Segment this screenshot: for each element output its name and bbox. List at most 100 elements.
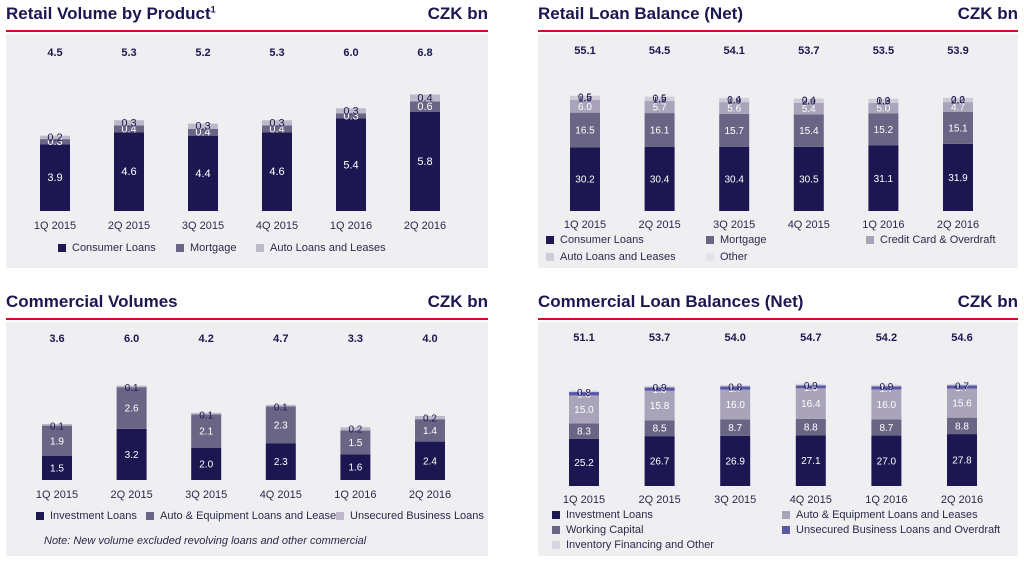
bar-segment <box>42 425 72 456</box>
bar-segment <box>871 384 902 387</box>
legend-swatch <box>552 526 560 534</box>
bar-segment <box>191 412 222 415</box>
bar-segment <box>644 146 675 211</box>
data-label: 1.4 <box>423 426 437 437</box>
category-label: 1Q 2015 <box>564 219 606 231</box>
legend-label: Auto Loans and Leases <box>270 242 386 254</box>
legend-item-auto-equipment: Auto & Equipment Loans and Leases <box>782 509 978 521</box>
data-label: 3.2 <box>125 450 139 461</box>
data-label: 0.4 <box>269 123 284 135</box>
data-label: 15.4 <box>799 126 819 137</box>
data-label: 0.4 <box>195 127 210 139</box>
legend-item-mortgage: Mortgage <box>706 234 766 246</box>
legend-swatch <box>546 253 554 261</box>
data-label: 2.3 <box>274 420 288 431</box>
data-label: 0.3 <box>343 105 358 117</box>
data-label: 8.8 <box>804 423 818 434</box>
bar-segment <box>720 435 751 486</box>
legend-item-auto-equipment: Auto & Equipment Loans and Leases <box>146 510 342 522</box>
bar-segment <box>415 416 445 420</box>
bar-segment <box>415 419 445 442</box>
bar-segment <box>570 94 600 97</box>
bar-segment <box>719 98 750 103</box>
bar-segment <box>719 97 750 99</box>
bar-segment <box>415 441 445 480</box>
total-label: 6.0 <box>343 47 358 59</box>
unit-label: CZK bn <box>957 4 1018 23</box>
total-label: 54.5 <box>649 45 670 57</box>
bar-segment <box>116 428 147 480</box>
total-label: 51.1 <box>573 332 594 344</box>
legend-label: Investment Loans <box>566 509 653 521</box>
legend-item-investment-loans: Investment Loans <box>36 510 137 522</box>
data-label: 1.6 <box>348 463 362 474</box>
category-label: 4Q 2015 <box>790 494 832 506</box>
bar-segment <box>868 102 899 114</box>
legend-item-consumer-loans: Consumer Loans <box>546 234 644 246</box>
legend-swatch <box>146 512 154 520</box>
legend-item-credit-card: Credit Card & Overdraft <box>866 234 996 246</box>
total-label: 4.7 <box>273 333 288 345</box>
data-label: 5.4 <box>802 104 816 115</box>
legend: Investment Loans Auto & Equipment Loans … <box>538 508 1018 556</box>
bar-segment <box>570 100 600 113</box>
bar-segment <box>644 101 675 114</box>
category-label: 2Q 2015 <box>108 220 150 232</box>
bar-segment <box>340 427 371 431</box>
legend-label: Unsecured Business Loans and Overdraft <box>796 524 1001 536</box>
data-label: 26.7 <box>650 457 670 468</box>
category-label: 4Q 2015 <box>256 220 298 232</box>
total-label: 4.0 <box>422 333 437 345</box>
data-label: 0.6 <box>417 101 432 113</box>
total-label: 53.9 <box>947 45 968 57</box>
bar-segment <box>720 389 751 420</box>
bar-segment <box>793 98 824 103</box>
bar-segment <box>644 97 675 102</box>
legend-swatch <box>176 244 184 252</box>
data-label: 1.9 <box>578 94 592 105</box>
legend-swatch <box>336 512 344 520</box>
category-label: 3Q 2015 <box>714 494 756 506</box>
legend-swatch <box>546 236 554 244</box>
data-label: 31.1 <box>874 174 894 185</box>
legend-label: Auto & Equipment Loans and Leases <box>160 510 342 522</box>
data-label: 30.4 <box>650 174 670 185</box>
bar-segment <box>795 418 826 436</box>
legend-item-inventory-financing: Inventory Financing and Other <box>552 539 714 551</box>
bar-segment <box>720 386 751 390</box>
data-label: 2.0 <box>199 460 213 471</box>
total-label: 54.0 <box>724 332 745 344</box>
panel-title: Commercial Volumes <box>6 292 178 311</box>
bar-segment <box>947 417 977 435</box>
category-label: 3Q 2015 <box>713 219 755 231</box>
total-label: 3.6 <box>49 333 64 345</box>
data-label: 27.1 <box>801 456 821 467</box>
category-label: 4Q 2015 <box>260 489 302 501</box>
data-label: 5.8 <box>417 156 432 168</box>
data-label: 1.9 <box>727 96 741 107</box>
data-label: 8.7 <box>728 423 742 434</box>
bar-segment <box>265 406 296 444</box>
category-label: 2Q 2015 <box>110 489 152 501</box>
bar-segment <box>943 97 973 98</box>
panel-title: Commercial Loan Balances (Net) <box>538 292 804 311</box>
chart-commercial-loan-balances: 25.28.315.01.80.851.11Q 201526.78.515.81… <box>563 332 983 506</box>
bar-segment <box>793 97 824 99</box>
bar-segment <box>410 111 440 211</box>
legend-swatch <box>706 236 714 244</box>
data-label: 27.8 <box>952 456 972 467</box>
data-label: 0.1 <box>199 410 213 421</box>
category-label: 4Q 2015 <box>788 219 830 231</box>
data-label: 5.0 <box>876 104 890 115</box>
bar-segment <box>42 424 72 426</box>
legend-label: Consumer Loans <box>72 242 156 254</box>
category-label: 2Q 2016 <box>404 220 446 232</box>
legend-item-other: Other <box>706 251 748 263</box>
panel-title: Retail Volume by Product1 <box>6 4 216 23</box>
bar-segment <box>114 125 144 133</box>
bar-segment <box>336 118 366 211</box>
total-label: 54.2 <box>876 332 897 344</box>
data-label: 0.5 <box>653 94 667 105</box>
bar-segment <box>871 419 902 436</box>
